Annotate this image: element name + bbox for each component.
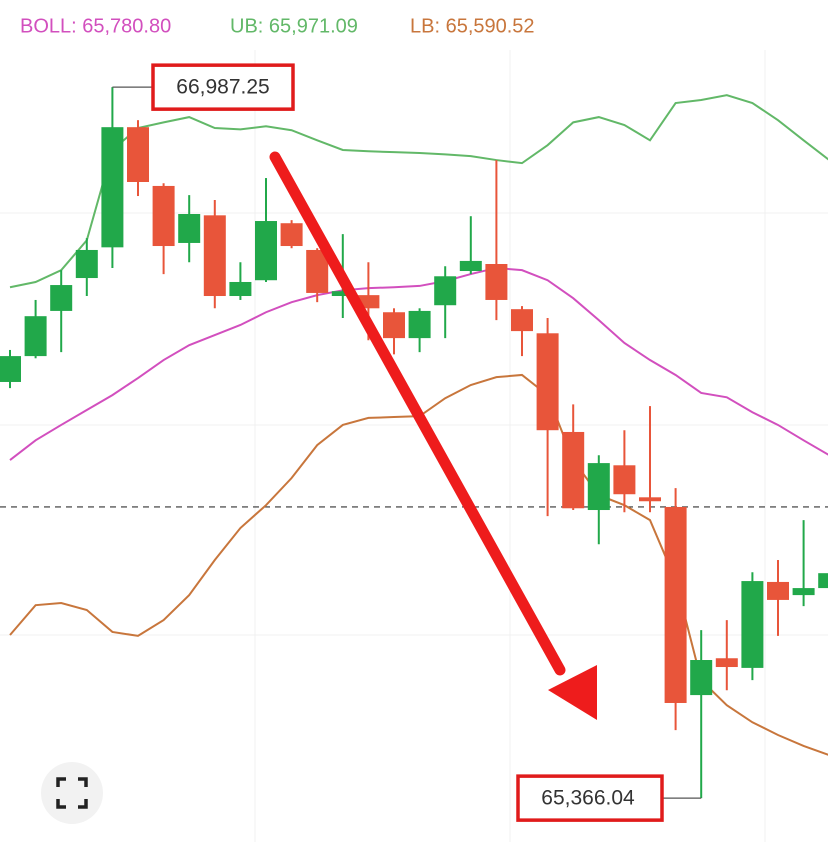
candle-body: [511, 309, 533, 332]
candle-body: [792, 588, 815, 596]
candle-body: [178, 214, 201, 243]
candle-body: [408, 310, 431, 339]
candle-body: [24, 316, 47, 357]
candle: [459, 216, 482, 275]
low-label-box: [516, 774, 664, 822]
candle: [24, 299, 47, 359]
candle: [0, 349, 21, 389]
low-label: 65,366.04: [541, 787, 635, 810]
candle: [127, 120, 149, 197]
legend-entry: BOLL: 65,780.80: [20, 15, 171, 37]
candle: [664, 488, 687, 731]
candle: [152, 183, 175, 275]
candle: [613, 430, 636, 513]
candle: [408, 308, 431, 353]
candle: [767, 560, 789, 636]
candle-body: [383, 312, 405, 339]
candle-body: [101, 127, 124, 248]
candle: [536, 317, 559, 517]
candle-body: [229, 281, 252, 297]
fullscreen-icon[interactable]: [56, 777, 88, 809]
candle-body: [50, 285, 73, 311]
legend: BOLL: 65,780.80 UB: 65,971.09 LB: 65,590.5…: [20, 15, 535, 37]
candle-body: [715, 658, 738, 668]
candle-body: [434, 276, 457, 306]
candle-body: [587, 463, 610, 511]
candle: [715, 620, 738, 691]
candle: [255, 178, 277, 282]
candle: [818, 573, 828, 589]
candle: [485, 160, 508, 321]
candle: [229, 262, 252, 300]
candle-body: [767, 581, 789, 600]
candle-body: [741, 581, 764, 668]
candle-body: [152, 185, 175, 247]
candle-body: [331, 291, 354, 297]
band-line: [9, 94, 828, 289]
band-line: [9, 266, 828, 461]
legend-entry: UB: 65,971.09: [230, 15, 358, 37]
candle-body: [280, 223, 303, 247]
candle-body: [562, 431, 585, 509]
candle: [178, 195, 201, 263]
high-label: 66,987.25: [176, 76, 269, 99]
candle: [741, 572, 764, 681]
candle: [434, 266, 457, 339]
candle: [306, 248, 329, 303]
arrow-head: [548, 665, 597, 720]
button-bg[interactable]: [41, 762, 103, 824]
candle-body: [613, 465, 636, 495]
candle-body: [536, 333, 559, 431]
candle-body: [639, 497, 661, 502]
candle: [562, 404, 585, 511]
candle-body: [203, 215, 226, 297]
candle-body: [690, 660, 713, 696]
candle-body: [664, 506, 687, 703]
candle: [639, 406, 661, 513]
fullscreen-button[interactable]: [41, 762, 103, 824]
candle: [101, 87, 124, 268]
candle-body: [127, 127, 149, 182]
candle: [280, 220, 303, 249]
arrow-shaft: [269, 151, 566, 676]
candle: [203, 199, 226, 309]
candle-body: [75, 249, 98, 279]
grid: [0, 50, 828, 842]
candle: [792, 520, 815, 607]
legend-entry: LB: 65,590.52: [410, 15, 535, 37]
candle-body: [485, 264, 508, 300]
plot: 66,987.25 65,366.04: [0, 63, 828, 822]
candle: [50, 270, 73, 353]
candle: [587, 455, 610, 545]
candle-body: [0, 356, 21, 382]
candle-body: [255, 221, 277, 281]
candle: [690, 630, 713, 799]
candle-body: [818, 573, 828, 589]
candle: [75, 238, 98, 297]
high-label-box: [151, 63, 295, 111]
candle: [383, 308, 405, 355]
trend-arrow: [269, 151, 597, 720]
band-line: [9, 373, 828, 756]
candle-body: [306, 249, 329, 293]
candle: [511, 306, 533, 357]
candle-body: [459, 260, 482, 272]
